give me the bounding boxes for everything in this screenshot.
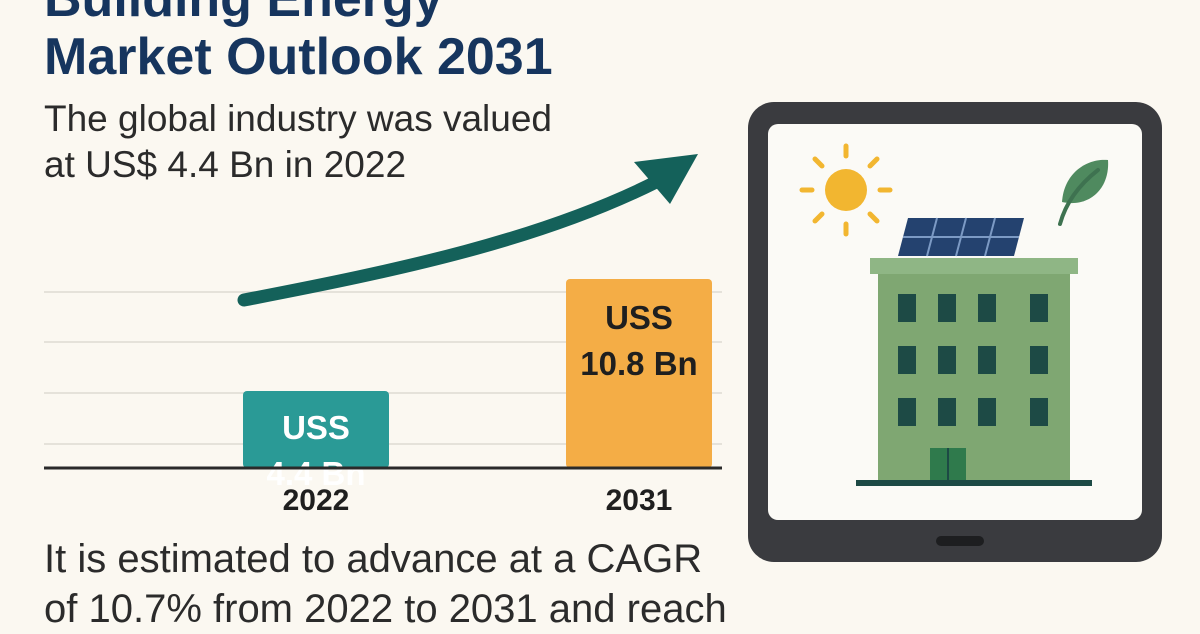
bar-2022 bbox=[243, 391, 389, 468]
building-icon bbox=[856, 258, 1092, 486]
bar-label-2022-1: USS bbox=[282, 409, 350, 446]
solar-panel-icon bbox=[898, 217, 1024, 257]
bar-2031 bbox=[566, 279, 712, 468]
outro-line-1: It is estimated to advance at a CAGR bbox=[44, 537, 703, 581]
x-tick-2022: 2022 bbox=[283, 484, 350, 517]
chart-bars: USS 4.4 Bn USS 10.8 Bn bbox=[243, 279, 712, 492]
leaf-icon bbox=[1058, 159, 1109, 226]
bar-label-2031-2: 10.8 Bn bbox=[580, 345, 697, 382]
sun-icon bbox=[799, 143, 893, 237]
tablet-device bbox=[748, 102, 1162, 562]
outro-text: It is estimated to advance at a CAGR of … bbox=[44, 534, 804, 634]
tablet-home-button bbox=[936, 536, 984, 546]
intro-line-2: at US$ 4.4 Bn in 2022 bbox=[44, 144, 407, 185]
page-title: Building Energy Market Outlook 2031 bbox=[44, 0, 553, 86]
x-tick-labels: 2022 2031 bbox=[283, 484, 673, 517]
title-line-2: Market Outlook 2031 bbox=[44, 28, 553, 86]
outro-line-2: of 10.7% from 2022 to 2031 and reach bbox=[44, 587, 727, 631]
bar-label-2022-2: 4.4 Bn bbox=[266, 455, 365, 492]
tablet-screen bbox=[768, 124, 1142, 520]
intro-text: The global industry was valued at US$ 4.… bbox=[44, 96, 684, 188]
market-bar-chart: USS 4.4 Bn USS 10.8 Bn 2022 2031 bbox=[44, 154, 722, 517]
bar-label-2031-1: USS bbox=[605, 299, 673, 336]
green-building-illustration bbox=[799, 143, 1109, 486]
title-line-1: Building Energy bbox=[44, 0, 553, 28]
intro-line-1: The global industry was valued bbox=[44, 98, 553, 139]
x-tick-2031: 2031 bbox=[606, 484, 673, 517]
trend-arrow-icon bbox=[237, 154, 698, 307]
